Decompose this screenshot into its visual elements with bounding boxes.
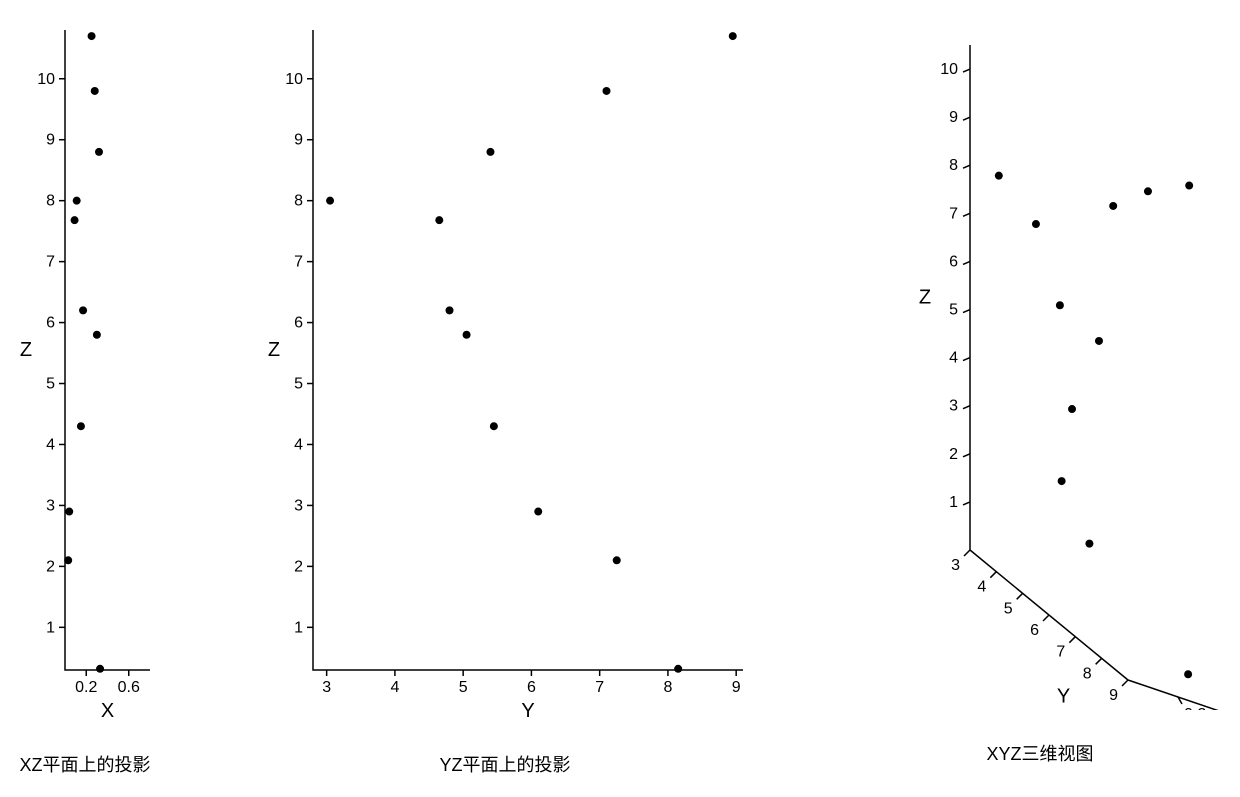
scatter-point xyxy=(602,87,610,95)
svg-text:8: 8 xyxy=(1083,665,1092,682)
svg-text:4: 4 xyxy=(390,679,399,696)
svg-text:0.2: 0.2 xyxy=(1184,706,1206,710)
scatter-point-3d xyxy=(1032,220,1040,228)
scatter-point-3d xyxy=(1144,187,1152,195)
scatter-point-3d xyxy=(1185,182,1193,190)
svg-text:5: 5 xyxy=(949,302,958,319)
svg-text:7: 7 xyxy=(595,679,604,696)
svg-text:10: 10 xyxy=(940,61,958,78)
scatter-point xyxy=(534,508,542,516)
scatter-point xyxy=(88,32,96,40)
caption-yz: YZ平面上的投影 xyxy=(439,751,570,777)
svg-text:10: 10 xyxy=(37,71,55,88)
scatter-point xyxy=(326,197,334,205)
svg-text:8: 8 xyxy=(663,679,672,696)
svg-text:1: 1 xyxy=(949,494,958,511)
scatter-point-3d xyxy=(1085,540,1093,548)
svg-text:3: 3 xyxy=(294,497,303,514)
svg-text:2: 2 xyxy=(294,558,303,575)
svg-text:9: 9 xyxy=(1109,687,1118,704)
svg-text:3: 3 xyxy=(322,679,331,696)
scatter-point xyxy=(489,422,497,430)
scatter-point xyxy=(79,306,87,314)
panel-xyz: 1234567891034567890.2ZYX XYZ三维视图 xyxy=(850,20,1230,777)
svg-text:9: 9 xyxy=(731,679,740,696)
scatter-point xyxy=(96,665,104,673)
scatter-point xyxy=(95,148,103,156)
svg-text:0.6: 0.6 xyxy=(118,679,140,696)
svg-text:0.2: 0.2 xyxy=(75,679,97,696)
svg-text:Y: Y xyxy=(1057,686,1070,708)
svg-text:Z: Z xyxy=(267,339,279,361)
scatter-point xyxy=(728,32,736,40)
caption-xyz: XYZ三维视图 xyxy=(986,740,1093,766)
scatter-point xyxy=(435,216,443,224)
scatter-point-3d xyxy=(995,172,1003,180)
scatter-point-3d xyxy=(1058,477,1066,485)
scatter-point xyxy=(93,331,101,339)
scatter-point-3d xyxy=(1095,337,1103,345)
svg-text:10: 10 xyxy=(285,71,303,88)
svg-text:7: 7 xyxy=(949,205,958,222)
svg-text:Z: Z xyxy=(919,287,931,309)
svg-text:Y: Y xyxy=(521,700,534,721)
svg-text:8: 8 xyxy=(46,193,55,210)
scatter-point xyxy=(73,197,81,205)
svg-text:6: 6 xyxy=(526,679,535,696)
scatter-point xyxy=(674,665,682,673)
svg-text:5: 5 xyxy=(294,376,303,393)
svg-text:3: 3 xyxy=(949,398,958,415)
scatter-point xyxy=(77,422,85,430)
scatter-point xyxy=(612,556,620,564)
scatter-point xyxy=(64,556,72,564)
svg-text:6: 6 xyxy=(46,315,55,332)
svg-text:4: 4 xyxy=(949,350,958,367)
svg-text:Z: Z xyxy=(20,339,32,361)
svg-text:8: 8 xyxy=(294,193,303,210)
panel-yz: 1 2 3 4 5 6 7 8 9 10 3 4 5 6 7 8 9 Y Z YZ平面上的投影 xyxy=(258,20,753,777)
svg-text:4: 4 xyxy=(977,579,986,596)
svg-text:6: 6 xyxy=(1030,622,1039,639)
svg-text:5: 5 xyxy=(1004,600,1013,617)
scatter-point xyxy=(71,216,79,224)
caption-xz: XZ平面上的投影 xyxy=(19,751,150,777)
svg-text:2: 2 xyxy=(46,558,55,575)
svg-text:3: 3 xyxy=(46,497,55,514)
svg-text:9: 9 xyxy=(949,109,958,126)
svg-text:2: 2 xyxy=(949,446,958,463)
scatter-point-3d xyxy=(1184,670,1192,678)
svg-text:7: 7 xyxy=(1056,644,1065,661)
scatter-point-3d xyxy=(1068,405,1076,413)
scatter-point xyxy=(462,331,470,339)
svg-text:6: 6 xyxy=(949,253,958,270)
xyz-3d-scatter: 1234567891034567890.2ZYX xyxy=(850,20,1230,710)
svg-text:1: 1 xyxy=(294,619,303,636)
scatter-point xyxy=(91,87,99,95)
svg-text:7: 7 xyxy=(294,254,303,271)
svg-text:1: 1 xyxy=(46,619,55,636)
scatter-point xyxy=(445,306,453,314)
scatter-point-3d xyxy=(1056,301,1064,309)
svg-text:8: 8 xyxy=(949,157,958,174)
svg-text:9: 9 xyxy=(46,132,55,149)
panel-xz: 1 2 3 4 5 6 7 8 9 10 0.2 0.6X Z XZ平面上的投影 xyxy=(10,20,160,777)
yz-scatter: 1 2 3 4 5 6 7 8 9 10 3 4 5 6 7 8 9 Y Z xyxy=(258,20,753,721)
svg-text:7: 7 xyxy=(46,254,55,271)
svg-text:4: 4 xyxy=(46,436,55,453)
svg-text:3: 3 xyxy=(951,557,960,574)
svg-text:9: 9 xyxy=(294,132,303,149)
svg-text:4: 4 xyxy=(294,436,303,453)
svg-text:5: 5 xyxy=(46,376,55,393)
svg-text:6: 6 xyxy=(294,315,303,332)
svg-text:5: 5 xyxy=(458,679,467,696)
xz-scatter: 1 2 3 4 5 6 7 8 9 10 0.2 0.6X Z xyxy=(10,20,160,721)
scatter-point xyxy=(65,508,73,516)
scatter-point-3d xyxy=(1109,202,1117,210)
scatter-point xyxy=(486,148,494,156)
svg-text:X: X xyxy=(101,700,114,721)
